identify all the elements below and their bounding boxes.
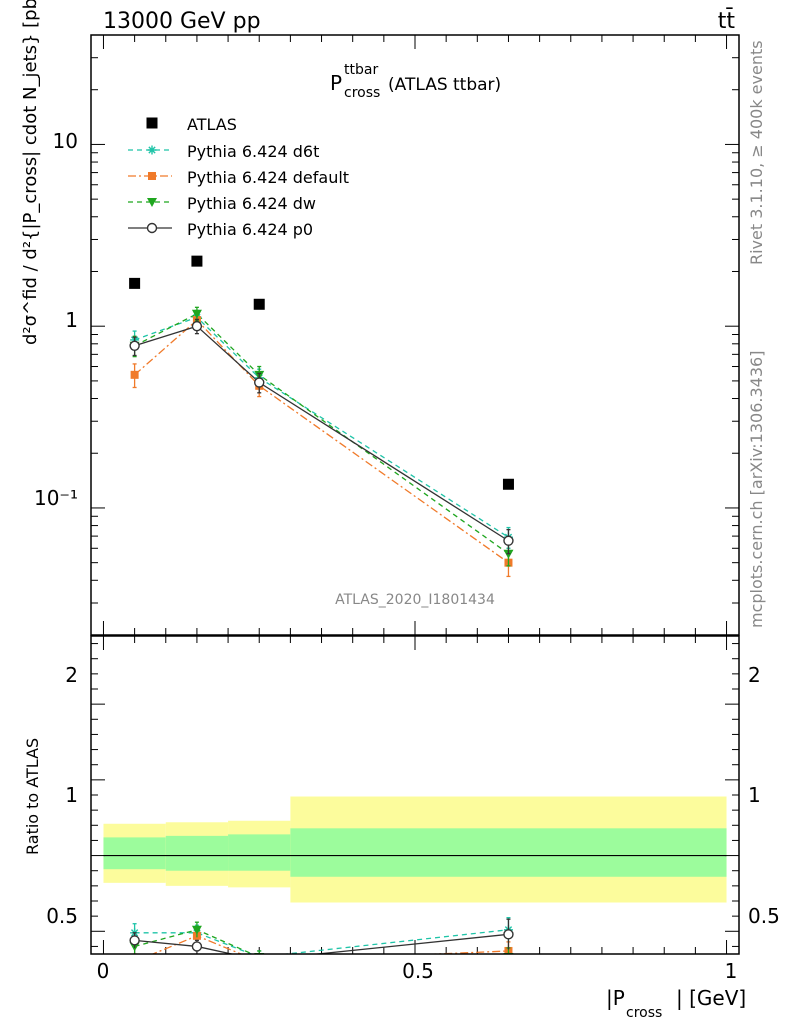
main-data-marks <box>129 255 514 578</box>
x-tick-label-1: 1 <box>725 959 738 983</box>
ratio-y-tick-label-2-right: 2 <box>748 663 761 687</box>
ratio-plot-frame <box>90 635 740 955</box>
main-axis-ticks <box>91 34 739 636</box>
legend-label-default: Pythia 6.424 default <box>187 168 349 187</box>
main-plot-frame <box>90 34 740 636</box>
ratio-point-s3-p2 <box>255 956 264 965</box>
ratio-y-tick-label-1-right: 1 <box>748 783 761 807</box>
inner-band-0 <box>103 837 166 870</box>
source-label: mcplots.cern.ch [arXiv:1306.3436] <box>747 351 766 628</box>
ratio-data-marks <box>129 917 514 966</box>
data-point-s4-p0 <box>129 340 140 352</box>
legend-label-p0: Pythia 6.424 p0 <box>187 220 313 239</box>
ratio-y-tick-label-1: 1 <box>65 783 78 807</box>
ratio-point-s2-p1 <box>191 925 202 935</box>
ratio-point-s1-p2 <box>255 958 263 966</box>
data-point-s0-p2 <box>253 298 265 310</box>
ratio-uncertainty-bands <box>103 796 727 903</box>
y-tick-label-10: 10 <box>53 129 78 153</box>
main-title: P ttbar cross (ATLAS ttbar) <box>330 62 501 101</box>
legend-label-atlas: ATLAS <box>187 115 237 134</box>
series-line-2 <box>134 319 509 564</box>
data-point-s3-p1 <box>191 309 202 319</box>
ratio-y-tick-label-0p5: 0.5 <box>46 904 78 928</box>
legend: ATLAS Pythia 6.424 d6t Pythia 6.424 defa… <box>128 115 349 239</box>
legend-marker-3 <box>147 198 157 207</box>
x-label-subscript: cross <box>626 1005 662 1021</box>
data-point-s0-p3 <box>502 478 514 490</box>
process-label: tt̄ <box>718 8 736 34</box>
ratio-series-line-1 <box>151 935 509 954</box>
data-point-s4-p1 <box>191 320 203 332</box>
legend-label-dw: Pythia 6.424 dw <box>187 194 316 213</box>
x-axis-label: |P cross | [GeV] <box>606 986 746 1021</box>
data-point-s0-p1 <box>191 255 203 267</box>
data-point-s0-p0 <box>129 277 141 289</box>
ratio-axis-ticks <box>91 636 739 954</box>
series-line-1 <box>134 316 509 538</box>
ratio-series-line-3 <box>134 933 509 954</box>
legend-marker-1 <box>147 145 157 155</box>
ratio-y-axis-label: Ratio to ATLAS <box>23 738 42 855</box>
main-y-axis-label: d²σ^fid / d²{|P_cross| cdot N_jets} [pb/… <box>20 0 41 345</box>
ratio-point-s3-p1 <box>191 941 203 952</box>
inner-band-3 <box>290 828 727 877</box>
inner-band-1 <box>165 835 229 871</box>
legend-label-d6t: Pythia 6.424 d6t <box>187 142 319 161</box>
inner-band-2 <box>228 834 291 871</box>
energy-label: 13000 GeV pp <box>103 9 261 34</box>
x-label-main: |P <box>606 986 625 1010</box>
title-main: P <box>330 71 342 95</box>
ratio-point-s1-p0 <box>131 958 139 966</box>
series-line-3 <box>134 313 509 555</box>
data-point-s4-p2 <box>254 377 265 388</box>
analysis-watermark: ATLAS_2020_I1801434 <box>335 592 495 608</box>
x-tick-label-0: 0 <box>97 959 110 983</box>
ratio-y-tick-label-2: 2 <box>65 663 78 687</box>
x-tick-label-0p5: 0.5 <box>402 959 434 983</box>
legend-marker-4 <box>146 222 158 234</box>
ratio-series-line-0 <box>134 929 509 954</box>
ratio-y-tick-label-0p5-right: 0.5 <box>748 904 780 928</box>
legend-marker-0 <box>146 117 158 129</box>
ratio-point-s3-p3 <box>503 929 514 940</box>
title-superscript: ttbar <box>344 62 378 78</box>
y-tick-label-1: 1 <box>65 308 78 332</box>
title-suffix: (ATLAS ttbar) <box>388 75 501 95</box>
data-point-s2-p0 <box>130 370 139 379</box>
x-label-suffix: | [GeV] <box>676 986 746 1010</box>
legend-marker-2 <box>148 172 156 180</box>
ratio-point-s3-p0 <box>129 935 140 946</box>
title-subscript: cross <box>344 85 380 101</box>
data-point-s4-p3 <box>503 535 514 546</box>
series-line-4 <box>134 325 509 542</box>
rivet-version-label: Rivet 3.1.10, ≥ 400k events <box>747 40 766 265</box>
y-tick-label-0p1: 10⁻¹ <box>34 486 78 510</box>
